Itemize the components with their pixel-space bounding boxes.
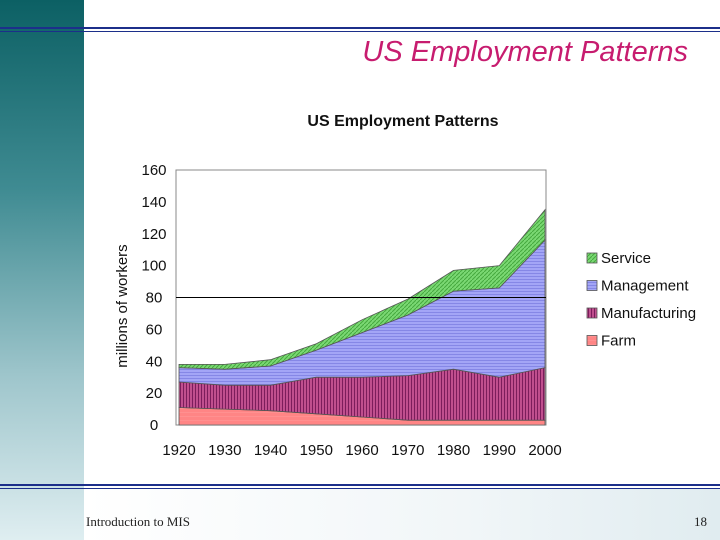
y-tick-label: 60	[146, 321, 163, 338]
legend-swatch-farm	[586, 335, 598, 346]
legend-swatch-manufacturing	[586, 307, 598, 319]
area-series-group	[178, 208, 546, 426]
y-tick-label: 0	[150, 417, 158, 434]
x-tick-label: 1970	[391, 442, 424, 459]
footer-band	[84, 489, 720, 540]
y-axis-title: millions of workers	[114, 244, 131, 367]
legend-label-manufacturing: Manufacturing	[601, 305, 696, 322]
x-tick-label: 1950	[300, 442, 333, 459]
y-tick-label: 20	[146, 385, 163, 402]
legend-swatch-management	[586, 280, 598, 291]
y-tick-label: 120	[141, 226, 166, 243]
top-rule-thin	[0, 31, 720, 32]
x-tick-label: 1980	[437, 442, 470, 459]
x-tick-labels: 1920 1930 1940 1950 1960 1970 1980 1990 2000	[162, 442, 561, 459]
footer-course-name: Introduction to MIS	[86, 514, 190, 529]
x-tick-label: 1990	[483, 442, 516, 459]
y-tick-labels: 0 20 40 60 80 100 120 140 160	[141, 162, 166, 434]
y-tick-label: 40	[146, 353, 163, 370]
slide-title: US Employment Patterns	[362, 36, 688, 68]
page-number: 18	[694, 514, 707, 529]
y-tick-label: 80	[146, 290, 163, 307]
x-tick-label: 1920	[162, 442, 195, 459]
x-tick-label: 1940	[254, 442, 287, 459]
legend-swatch-service	[586, 252, 598, 264]
legend-label-management: Management	[601, 278, 689, 295]
legend-label-farm: Farm	[601, 333, 636, 350]
chart-legend: Service Management Manufacturing Farm	[586, 250, 696, 350]
chart-title: US Employment Patterns	[307, 113, 498, 130]
bottom-rule	[0, 484, 720, 486]
x-tick-label: 2000	[528, 442, 561, 459]
top-rule	[0, 27, 720, 29]
area-service	[178, 208, 546, 370]
x-tick-label: 1930	[208, 442, 241, 459]
y-tick-label: 140	[141, 194, 166, 211]
y-tick-label: 160	[141, 162, 166, 179]
bottom-rule-thin	[0, 488, 720, 489]
side-decoration-bar	[0, 0, 84, 540]
y-tick-label: 100	[141, 258, 166, 275]
x-tick-label: 1960	[345, 442, 378, 459]
legend-label-service: Service	[601, 250, 651, 267]
